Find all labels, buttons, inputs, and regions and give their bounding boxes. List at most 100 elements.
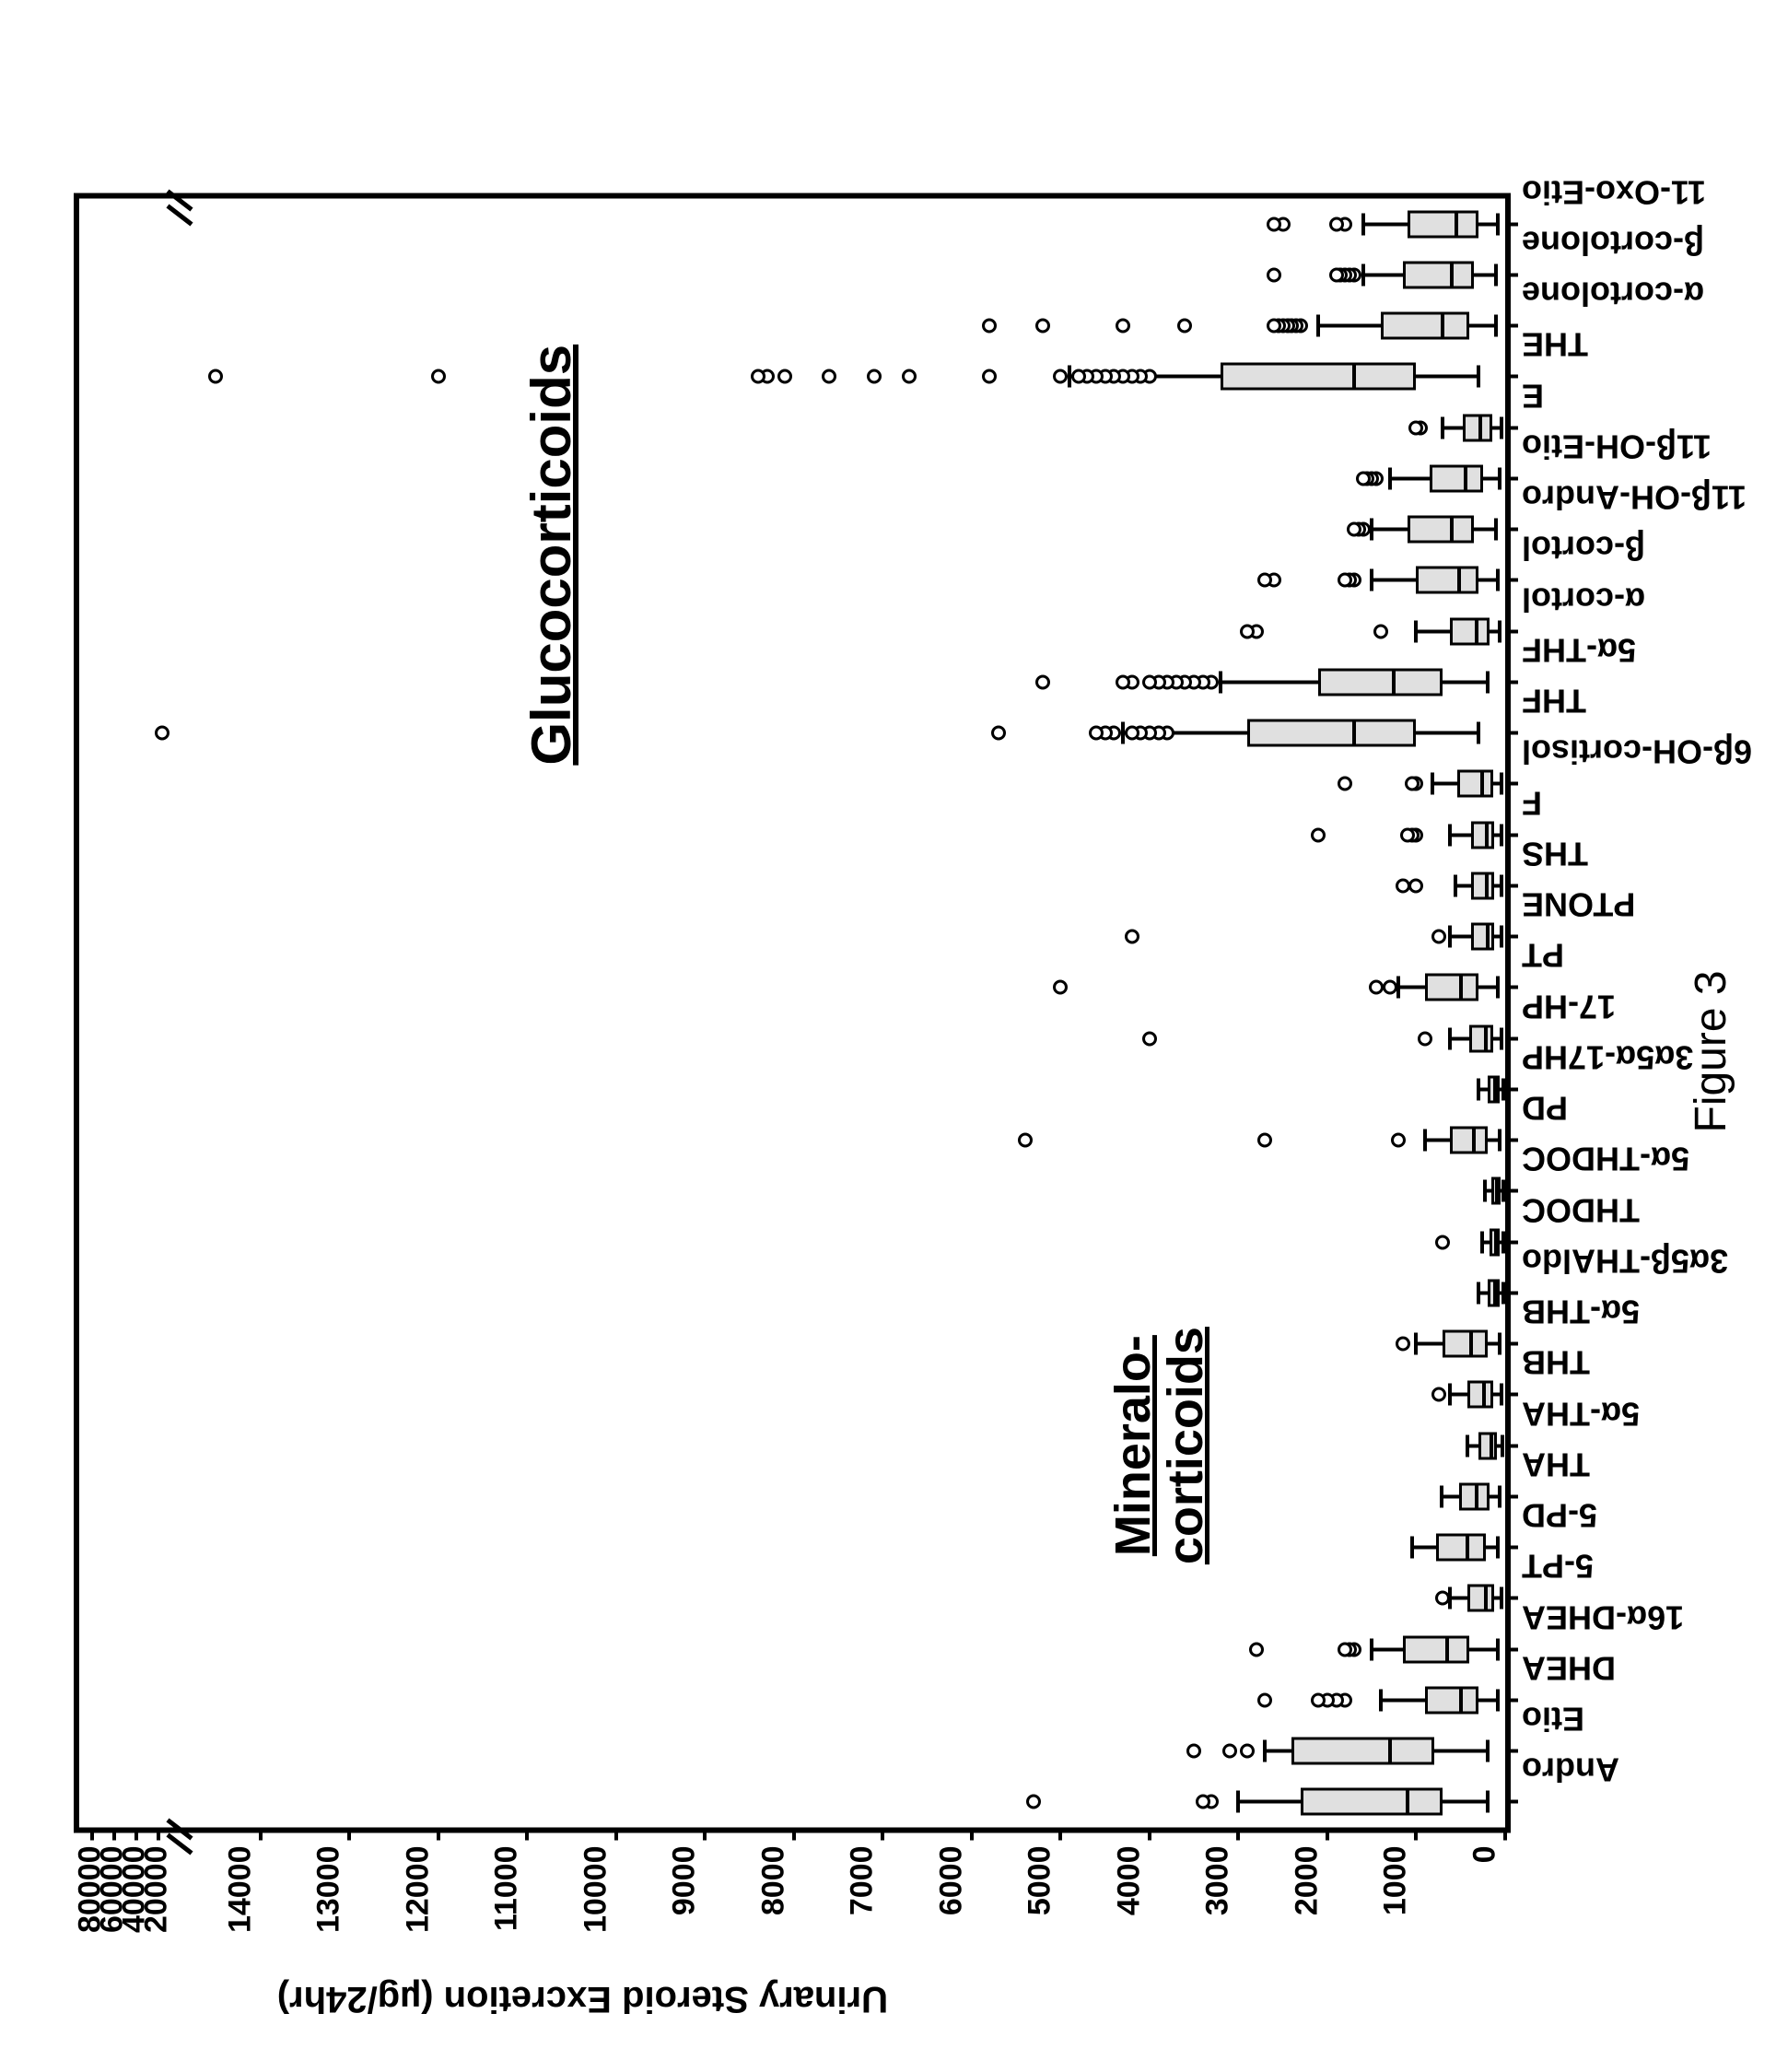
box: [1425, 973, 1478, 1001]
box: [1463, 414, 1492, 441]
x-tick-label: 5α-THA: [1522, 1394, 1640, 1433]
outlier-point: [1035, 318, 1050, 333]
x-tick: [1505, 934, 1518, 938]
outlier-point: [1405, 776, 1420, 790]
box: [1318, 668, 1443, 696]
outlier-point: [1267, 217, 1281, 231]
outlier-point: [1257, 1132, 1272, 1147]
outlier-point: [1267, 318, 1281, 333]
outlier-point: [1257, 1692, 1272, 1707]
x-tick-label: Etio: [1522, 1699, 1584, 1738]
box: [1450, 1126, 1488, 1153]
x-tick-label: PT: [1522, 935, 1564, 974]
box: [1403, 261, 1474, 288]
x-tick-label: THE: [1522, 324, 1588, 363]
outlier-point: [1396, 1336, 1410, 1351]
outlier-point: [1071, 369, 1086, 383]
y-tick-label: 5000: [1022, 1845, 1058, 1915]
y-tick: [1503, 1827, 1507, 1840]
outlier-point: [991, 725, 1006, 740]
outlier-point: [1408, 420, 1423, 435]
x-tick-label: PTONE: [1522, 884, 1635, 923]
box: [1436, 1533, 1486, 1561]
y-tick: [259, 1827, 263, 1840]
outlier-point: [1240, 624, 1255, 638]
outlier-point: [1116, 674, 1130, 689]
outlier-point: [1431, 929, 1446, 943]
x-tick: [1505, 680, 1518, 684]
x-tick: [1505, 629, 1518, 633]
outlier-point: [1026, 1794, 1041, 1809]
x-tick: [1505, 1698, 1518, 1702]
outlier-point: [1373, 624, 1388, 638]
outlier-point: [1142, 674, 1157, 689]
y-tick: [437, 1827, 440, 1840]
outlier-point: [1116, 318, 1130, 333]
x-tick: [1505, 1444, 1518, 1447]
x-tick-label: 3α5β-THAldo: [1522, 1241, 1728, 1280]
outlier-point: [867, 369, 882, 383]
x-tick-label: THA: [1522, 1445, 1590, 1483]
y-tick-upper: [157, 1827, 160, 1840]
outlier-point: [1400, 827, 1415, 842]
outlier-point: [1142, 1031, 1157, 1046]
x-tick: [1505, 1240, 1518, 1244]
x-tick: [1505, 1749, 1518, 1752]
outlier-point: [1329, 217, 1344, 231]
y-tick-label: 6000: [933, 1845, 969, 1915]
box: [1471, 872, 1494, 899]
x-tick-label: 6β-OH-cortisol: [1522, 732, 1752, 770]
box: [1430, 464, 1483, 492]
x-tick: [1505, 1494, 1518, 1498]
outlier-point: [1311, 1692, 1326, 1707]
outlier-point: [1408, 878, 1423, 893]
y-tick: [1148, 1827, 1151, 1840]
outlier-point: [902, 369, 917, 383]
box: [1469, 1024, 1493, 1052]
y-tick: [1236, 1827, 1240, 1840]
x-tick-label: 3α5α-17HP: [1522, 1037, 1693, 1076]
x-tick-label: 5α-THB: [1522, 1292, 1640, 1330]
box: [1408, 210, 1478, 238]
outlier-point: [1257, 572, 1272, 587]
chart-annotation: Mineralo-corticoids: [1107, 1327, 1211, 1564]
box: [1467, 1584, 1494, 1611]
outlier-point: [1329, 267, 1344, 282]
chart-border: 0100020003000400050006000700080009000100…: [74, 193, 1511, 1832]
box: [1443, 1329, 1487, 1357]
outlier-point: [155, 725, 169, 740]
box: [1416, 566, 1478, 593]
plot-area: 0100020003000400050006000700080009000100…: [181, 198, 1505, 1827]
y-tick-label: 9000: [667, 1845, 703, 1915]
x-tick: [1505, 985, 1518, 989]
outlier-point: [1338, 776, 1352, 790]
y-tick-label: 10000: [578, 1845, 613, 1933]
x-tick-label: 5α-THDOC: [1522, 1139, 1689, 1177]
y-tick-upper: [112, 1827, 116, 1840]
x-tick-label: 17-HP: [1522, 987, 1616, 1025]
x-tick: [1505, 527, 1518, 531]
outlier-point: [1338, 572, 1352, 587]
x-tick-label: β-cortolone: [1522, 223, 1704, 262]
x-tick-label: Andro: [1522, 1750, 1619, 1788]
x-tick: [1505, 833, 1518, 837]
outlier-point: [1018, 1132, 1033, 1147]
x-tick: [1505, 1188, 1518, 1192]
outlier-point: [1125, 929, 1139, 943]
x-tick-label: β-cortol: [1522, 528, 1645, 567]
x-tick-label: 11β-OH-Etio: [1522, 427, 1712, 465]
y-tick-label: 8000: [755, 1845, 791, 1915]
outlier-point: [431, 369, 446, 383]
figure-caption: Figure 3: [1686, 970, 1736, 1132]
outlier-point: [777, 369, 792, 383]
box: [1478, 1432, 1497, 1459]
y-tick: [525, 1827, 529, 1840]
x-tick-label: F: [1522, 783, 1542, 822]
x-tick: [1505, 1647, 1518, 1651]
outlier-point: [208, 369, 223, 383]
y-tick-label: 11000: [489, 1845, 525, 1931]
x-tick: [1505, 731, 1518, 734]
y-tick-label: 0: [1467, 1845, 1503, 1863]
y-tick: [970, 1827, 974, 1840]
x-tick-label: PD: [1522, 1088, 1568, 1127]
